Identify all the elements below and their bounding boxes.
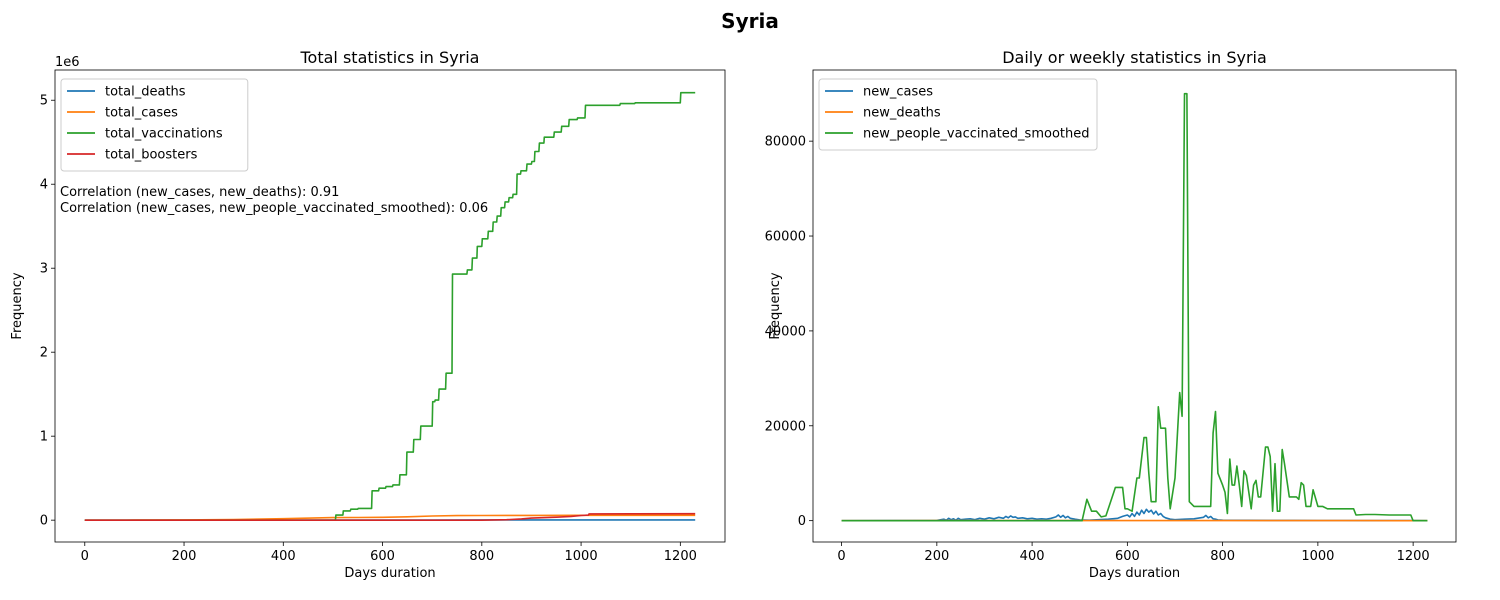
y-tick-label: 5 [40, 94, 48, 109]
y-tick-label: 4 [40, 178, 48, 193]
y-axis-label: Frequency [10, 272, 25, 339]
series-group [84, 91, 696, 522]
chart-title: Total statistics in Syria [300, 48, 480, 67]
x-axis-label: Days duration [1089, 566, 1180, 581]
x-tick-label: 200 [172, 549, 197, 564]
x-tick-label: 600 [370, 549, 395, 564]
figure-title: Syria [721, 9, 779, 33]
x-axis-label: Days duration [344, 566, 435, 581]
legend-frame [60, 78, 249, 172]
x-tick-label: 1000 [1301, 549, 1334, 564]
chart-title: Daily or weekly statistics in Syria [1002, 48, 1267, 67]
legend-entry-new-deaths: new_deaths [863, 106, 941, 121]
correlation-annotation: Correlation (new_cases, new_people_vacci… [60, 201, 488, 216]
left-chart-total-statistics: 0 200 400 600 800 1000 1200 0 1 2 3 4 5 1e6 Total stat… [10, 48, 726, 581]
y-tick-label: 1 [40, 430, 48, 445]
x-tick-label: 1200 [664, 549, 697, 564]
x-tick-label: 1200 [1397, 549, 1430, 564]
x-tick-label: 200 [924, 549, 949, 564]
right-chart-daily-statistics: 0 200 400 600 800 1000 1200 0 20000 40000 60000 800… [765, 48, 1457, 581]
series-line-total-boosters [84, 512, 696, 522]
y-tick-label: 40000 [765, 324, 806, 339]
x-tick-label: 0 [81, 549, 89, 564]
legend-entry-total-boosters: total_boosters [105, 148, 198, 163]
legend-entry-total-vaccinations: total_vaccinations [105, 127, 223, 142]
x-tick-label: 0 [837, 549, 845, 564]
y-axis-offset-label: 1e6 [55, 55, 80, 70]
y-tick-label: 0 [798, 514, 806, 529]
axes-frame [54, 69, 726, 543]
legend: new_cases new_deaths new_people_vaccinated… [818, 78, 1098, 151]
x-tick-label: 800 [1210, 549, 1235, 564]
y-tick-label: 3 [40, 262, 48, 277]
x-tick-label: 800 [469, 549, 494, 564]
legend-entry-total-cases: total_cases [105, 106, 178, 121]
series-group [841, 92, 1428, 522]
legend-entry-new-people-vaccinated-smoothed: new_people_vaccinated_smoothed [863, 127, 1089, 142]
legend: total_deaths total_cases total_vaccination… [60, 78, 249, 172]
x-tick-label: 600 [1115, 549, 1140, 564]
series-line-new-people-vaccinated-smoothed [841, 92, 1428, 522]
y-tick-label: 60000 [765, 230, 806, 245]
x-tick-label: 1000 [565, 549, 598, 564]
y-tick-label: 2 [40, 346, 48, 361]
legend-entry-new-cases: new_cases [863, 85, 933, 100]
series-line-new-cases [841, 508, 1428, 522]
series-line-total-vaccinations [84, 91, 696, 522]
axes-frame [812, 69, 1457, 543]
y-tick-label: 80000 [765, 135, 806, 150]
legend-frame [818, 78, 1098, 151]
x-tick-label: 400 [1020, 549, 1045, 564]
x-tick-label: 400 [271, 549, 296, 564]
legend-entry-total-deaths: total_deaths [105, 85, 186, 100]
y-tick-label: 20000 [765, 419, 806, 434]
correlation-annotation: Correlation (new_cases, new_deaths): 0.9… [60, 185, 339, 200]
y-tick-label: 0 [40, 514, 48, 529]
y-axis-label: Frequency [768, 272, 783, 339]
